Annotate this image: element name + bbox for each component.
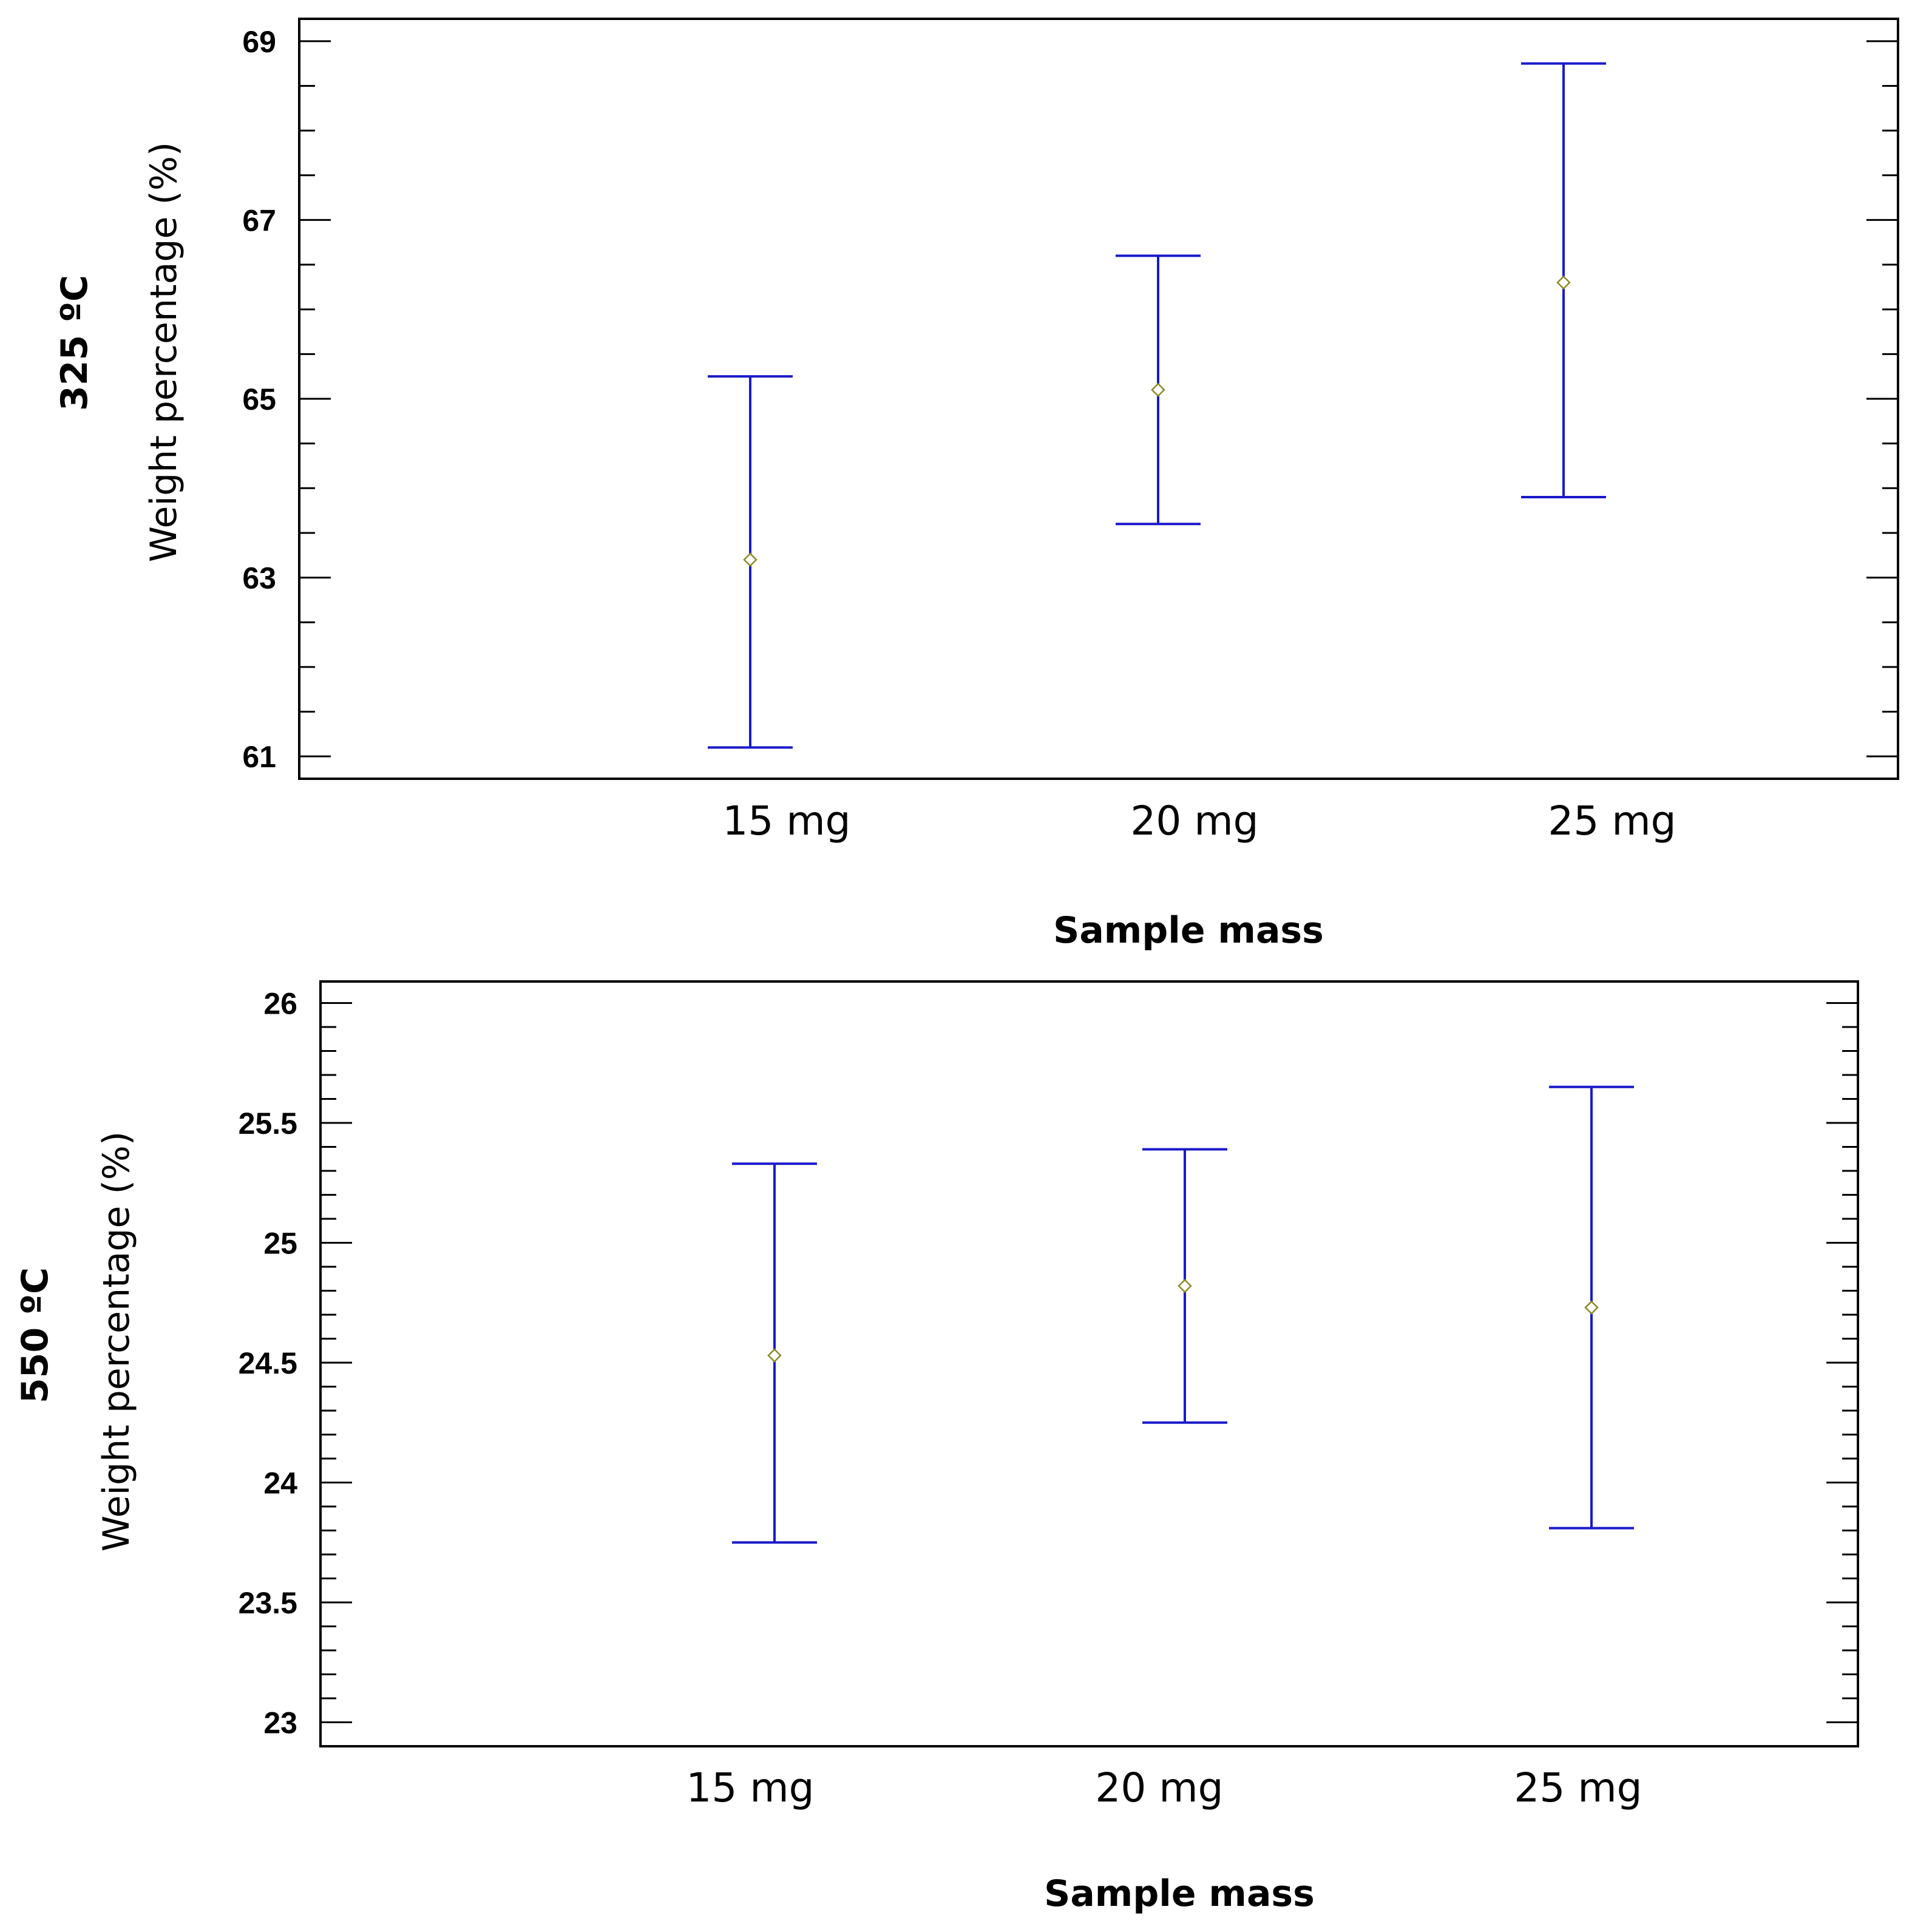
y-tick-label: 24.5	[239, 1346, 297, 1380]
x-category-label: 20 mg	[1095, 1764, 1223, 1811]
y-tick-label: 23.5	[239, 1586, 297, 1620]
mean-point-marker	[1584, 1300, 1599, 1315]
y-tick-label: 63	[242, 561, 276, 595]
y-tick-label: 69	[242, 25, 276, 59]
mean-point-marker	[743, 552, 758, 567]
x-axis-title: Sample mass	[1044, 1873, 1315, 1915]
y-tick-label: 25.5	[239, 1107, 297, 1141]
x-category-label: 15 mg	[686, 1764, 814, 1811]
mean-point-marker	[1556, 275, 1571, 290]
x-category-label: 20 mg	[1130, 798, 1258, 844]
y-axis-title: Weight percentage (%)	[143, 142, 185, 563]
y-tick-label: 61	[242, 740, 276, 774]
y-axis-title: Weight percentage (%)	[95, 1131, 138, 1552]
chart-panel-1: 61 63 65 67 69 15 mg 20 mg 25 mg Weight percenta…	[53, 18, 1899, 952]
y-tick-label: 25	[263, 1227, 297, 1261]
plot-frame	[298, 18, 1899, 780]
y-tick-label: 67	[242, 203, 276, 237]
temperature-label: 325 ºC	[53, 275, 96, 411]
x-category-label: 25 mg	[1514, 1764, 1642, 1811]
x-axis-title: Sample mass	[1053, 909, 1324, 952]
plot-frame	[319, 980, 1859, 1747]
x-category-label: 25 mg	[1548, 798, 1676, 844]
y-tick-label: 23	[263, 1706, 297, 1740]
mean-point-marker	[767, 1348, 782, 1363]
mean-point-marker	[1151, 382, 1165, 398]
y-tick-label: 65	[242, 382, 276, 416]
y-tick-label: 26	[263, 987, 297, 1021]
mean-point-marker	[1178, 1278, 1192, 1293]
temperature-label: 550 ºC	[14, 1267, 56, 1403]
x-category-label: 15 mg	[722, 798, 850, 844]
y-tick-label: 24	[263, 1466, 297, 1500]
chart-panel-2: 23 23.5 24 24.5 25 25.5 26 15 mg 20 mg 25 mg Weigh…	[14, 980, 1859, 1915]
